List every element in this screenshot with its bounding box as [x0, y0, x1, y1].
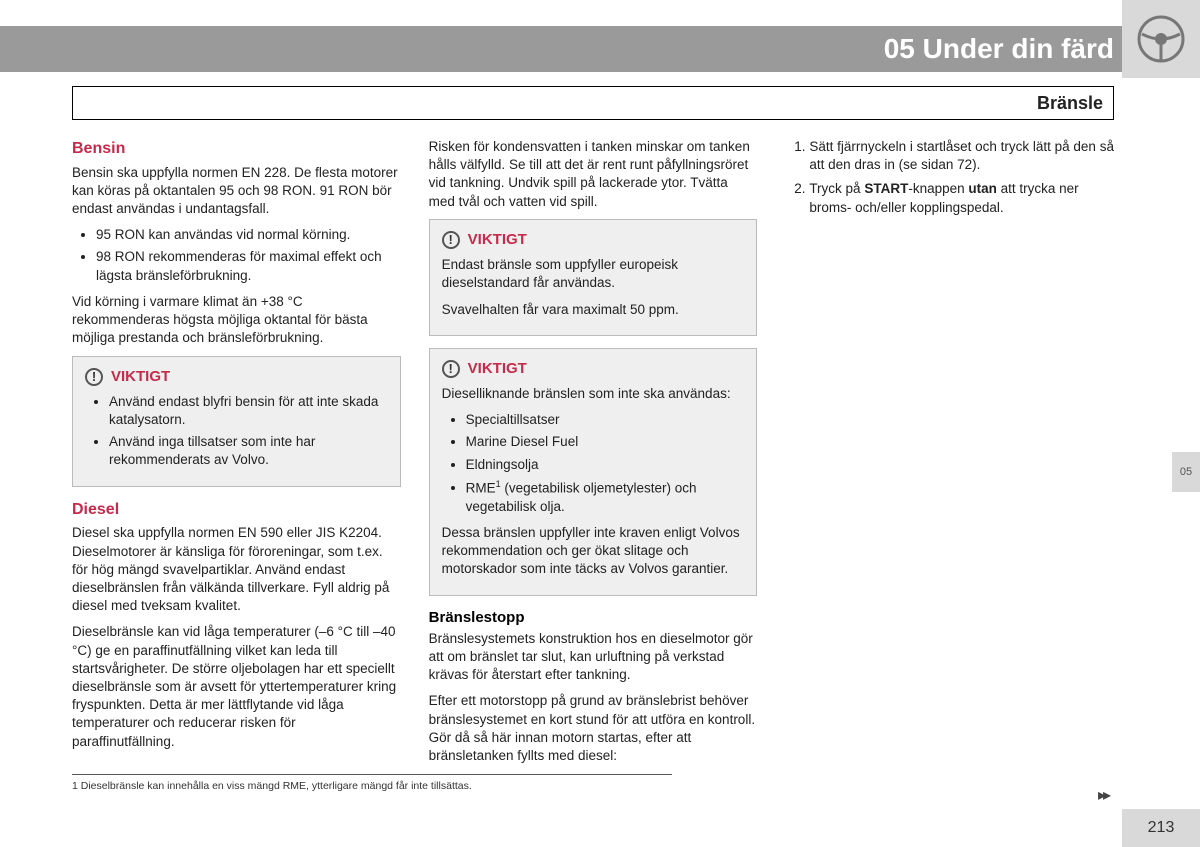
numbered-list: Sätt fjärrnyckeln i startlåset och tryck…	[785, 138, 1114, 217]
list-item: Använd inga tillsatser som inte har reko…	[109, 433, 388, 469]
heading-branslestopp: Bränslestopp	[429, 608, 758, 628]
important-label: VIKTIGT	[111, 367, 170, 387]
important-label: VIKTIGT	[468, 359, 527, 379]
important-box: ! VIKTIGT Använd endast blyfri bensin fö…	[72, 356, 401, 487]
body-text: Diesel ska uppfylla normen EN 590 eller …	[72, 524, 401, 615]
important-title: ! VIKTIGT	[442, 359, 745, 379]
important-label: VIKTIGT	[468, 230, 527, 250]
list-item: Specialtillsatser	[466, 411, 745, 429]
list-item: Sätt fjärrnyckeln i startlåset och tryck…	[809, 138, 1114, 174]
body-text: Bränslesystemets konstruktion hos en die…	[429, 630, 758, 685]
page-number-value: 213	[1148, 817, 1175, 839]
side-tab-label: 05	[1180, 465, 1192, 480]
section-title: Bränsle	[1037, 93, 1103, 113]
body-text: Svavelhalten får vara maximalt 50 ppm.	[442, 301, 745, 319]
important-title: ! VIKTIGT	[442, 230, 745, 250]
important-title: ! VIKTIGT	[85, 367, 388, 387]
list-item: Eldningsolja	[466, 456, 745, 474]
footnote-text: 1 Dieselbränsle kan innehålla en viss mä…	[72, 780, 472, 792]
bullet-list: Använd endast blyfri bensin för att inte…	[85, 393, 388, 470]
list-item: 98 RON rekommenderas för maximal effekt …	[96, 248, 401, 284]
list-item: 95 RON kan användas vid normal körning.	[96, 226, 401, 244]
page-content: Bensin Bensin ska uppfylla normen EN 228…	[72, 138, 1114, 767]
body-text: Dieselliknande bränslen som inte ska anv…	[442, 385, 745, 403]
exclamation-icon: !	[85, 368, 103, 386]
section-title-box: Bränsle	[72, 86, 1114, 120]
important-box: ! VIKTIGT Dieselliknande bränslen som in…	[429, 348, 758, 596]
list-item: Använd endast blyfri bensin för att inte…	[109, 393, 388, 429]
bullet-list: Specialtillsatser Marine Diesel Fuel Eld…	[442, 411, 745, 516]
body-text: Bensin ska uppfylla normen EN 228. De fl…	[72, 164, 401, 219]
important-box: ! VIKTIGT Endast bränsle som uppfyller e…	[429, 219, 758, 336]
body-text: Endast bränsle som uppfyller europeisk d…	[442, 256, 745, 292]
heading-diesel: Diesel	[72, 499, 401, 521]
body-text: Risken för kondensvatten i tanken minska…	[429, 138, 758, 211]
list-item: Tryck på START-knappen utan att trycka n…	[809, 180, 1114, 216]
footnote: 1 Dieselbränsle kan innehålla en viss mä…	[72, 774, 672, 793]
list-item: Marine Diesel Fuel	[466, 433, 745, 451]
bullet-list: 95 RON kan användas vid normal körning. …	[72, 226, 401, 285]
body-text: Dieselbränsle kan vid låga temperaturer …	[72, 623, 401, 751]
list-item: RME1 (vegetabilisk oljemetylester) och v…	[466, 478, 745, 516]
steering-wheel-icon	[1136, 14, 1186, 64]
continuation-arrows-icon: ▸▸	[1098, 785, 1108, 807]
body-text: Vid körning i varmare klimat än +38 °C r…	[72, 293, 401, 348]
chapter-title: 05 Under din färd	[884, 30, 1114, 68]
body-text: Dessa bränslen uppfyller inte kraven enl…	[442, 524, 745, 579]
chapter-header: 05 Under din färd	[0, 26, 1200, 72]
body-text: Efter ett motorstopp på grund av bränsle…	[429, 692, 758, 765]
chapter-badge	[1122, 0, 1200, 78]
exclamation-icon: !	[442, 231, 460, 249]
exclamation-icon: !	[442, 360, 460, 378]
side-tab: 05	[1172, 452, 1200, 492]
heading-bensin: Bensin	[72, 138, 401, 160]
page-number: 213	[1122, 809, 1200, 847]
